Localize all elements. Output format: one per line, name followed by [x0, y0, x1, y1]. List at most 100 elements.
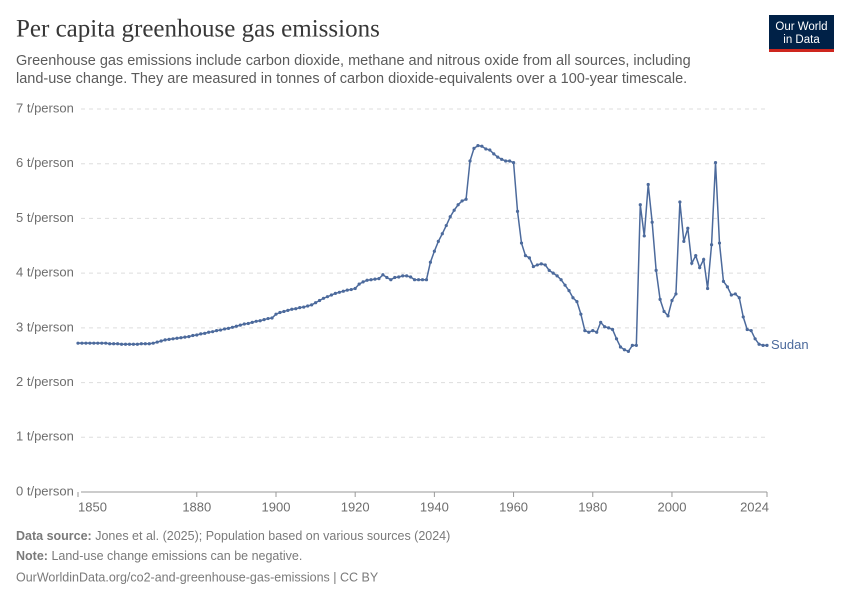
data-point — [147, 342, 151, 346]
data-point — [622, 348, 627, 352]
data-point — [412, 278, 417, 282]
data-point — [112, 342, 116, 346]
data-point — [369, 278, 373, 282]
data-point — [270, 316, 274, 320]
y-tick-label: 2 t/person — [16, 374, 74, 389]
subtitle: land-use change. They are measured in to… — [16, 71, 687, 87]
data-point — [365, 278, 369, 282]
x-tick-label: 1880 — [182, 499, 211, 514]
data-point — [246, 321, 250, 326]
data-point — [175, 336, 179, 340]
data-point — [670, 298, 674, 303]
x-tick-label: 1900 — [262, 499, 291, 514]
data-point — [381, 273, 385, 277]
data-point — [690, 261, 694, 265]
data-point — [634, 343, 638, 347]
data-point — [504, 159, 508, 163]
url[interactable]: OurWorldinData.org/co2-and-greenhouse-ga… — [16, 570, 379, 584]
data-point — [638, 203, 642, 207]
data-point — [618, 345, 623, 349]
data-point — [575, 299, 579, 304]
data-point — [757, 342, 761, 346]
x-tick-label: 1960 — [499, 499, 528, 514]
data-point — [591, 328, 595, 333]
data-point — [230, 325, 235, 329]
data-point — [258, 319, 262, 323]
source: Data source: Jones et al. (2025); Popula… — [16, 529, 450, 543]
data-point — [741, 315, 745, 319]
series-label: Sudan — [771, 337, 809, 352]
data-point — [191, 333, 195, 338]
data-point — [432, 249, 436, 253]
data-point — [547, 268, 551, 273]
data-point — [706, 286, 710, 291]
data-point — [416, 278, 421, 282]
data-point — [274, 312, 278, 316]
data-point — [666, 314, 670, 318]
subtitle: Greenhouse gas emissions include carbon … — [16, 53, 691, 69]
data-point — [123, 342, 128, 346]
data-point — [420, 278, 425, 282]
data-point — [595, 330, 599, 334]
data-point — [373, 277, 377, 281]
data-point — [290, 307, 294, 311]
data-point — [571, 296, 575, 300]
x-tick-label: 1980 — [578, 499, 607, 514]
data-point — [131, 342, 136, 346]
data-point — [682, 239, 686, 244]
data-point — [599, 320, 603, 324]
data-point — [543, 263, 547, 267]
plot-area: 0 t/person 1 t/person 2 t/person 3 t/person… — [16, 100, 809, 514]
data-point — [333, 291, 337, 295]
data-point — [721, 279, 726, 283]
x-tick-label: 2000 — [658, 499, 687, 514]
x-tick-label: 2024 — [740, 499, 769, 514]
data-point — [559, 278, 563, 282]
data-point — [266, 316, 270, 321]
data-point — [302, 305, 306, 309]
data-point — [448, 215, 452, 219]
data-point — [337, 290, 341, 294]
data-point — [579, 312, 583, 316]
data-point — [329, 293, 334, 297]
data-point — [488, 148, 492, 152]
data-point — [341, 289, 345, 293]
data-point — [646, 182, 650, 187]
data-point — [674, 292, 678, 296]
data-point — [523, 254, 528, 258]
data-point — [317, 298, 322, 303]
data-point — [607, 326, 611, 330]
data-point — [349, 287, 353, 292]
data-point — [159, 339, 163, 343]
data-point — [654, 268, 658, 273]
data-point — [207, 330, 211, 334]
x-tick-label: 1940 — [420, 499, 449, 514]
data-point — [614, 337, 619, 341]
note-text: Land-use change emissions can be negativ… — [51, 549, 302, 563]
data-point — [610, 327, 615, 332]
data-point — [389, 278, 393, 282]
data-point — [242, 322, 246, 326]
data-point — [508, 159, 512, 163]
data-point — [84, 341, 88, 345]
data-point — [361, 280, 365, 284]
data-point — [119, 342, 124, 346]
data-point — [222, 327, 227, 331]
data-point — [218, 328, 223, 332]
data-point — [80, 341, 84, 345]
data-point — [92, 341, 96, 345]
data-point — [745, 327, 749, 332]
logo-box — [769, 15, 834, 51]
data-point — [717, 241, 722, 245]
data-point — [313, 301, 318, 305]
data-point — [626, 349, 631, 353]
data-point — [686, 226, 690, 230]
data-point — [286, 308, 290, 312]
data-point — [725, 285, 730, 289]
logo[interactable]: Our World in Data — [769, 15, 834, 52]
source-text: Jones et al. (2025); Population based on… — [95, 529, 450, 543]
data-point — [278, 310, 282, 315]
data-point — [187, 335, 191, 339]
data-point — [100, 341, 104, 345]
